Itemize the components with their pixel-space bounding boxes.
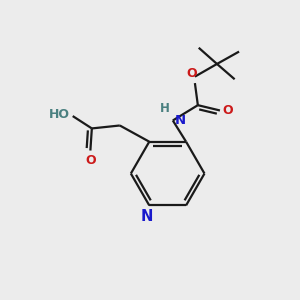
Text: N: N	[141, 209, 153, 224]
Text: O: O	[85, 154, 96, 167]
Text: O: O	[223, 104, 233, 117]
Text: H: H	[160, 102, 170, 115]
Text: N: N	[175, 114, 186, 127]
Text: O: O	[187, 67, 197, 80]
Text: HO: HO	[50, 108, 70, 121]
